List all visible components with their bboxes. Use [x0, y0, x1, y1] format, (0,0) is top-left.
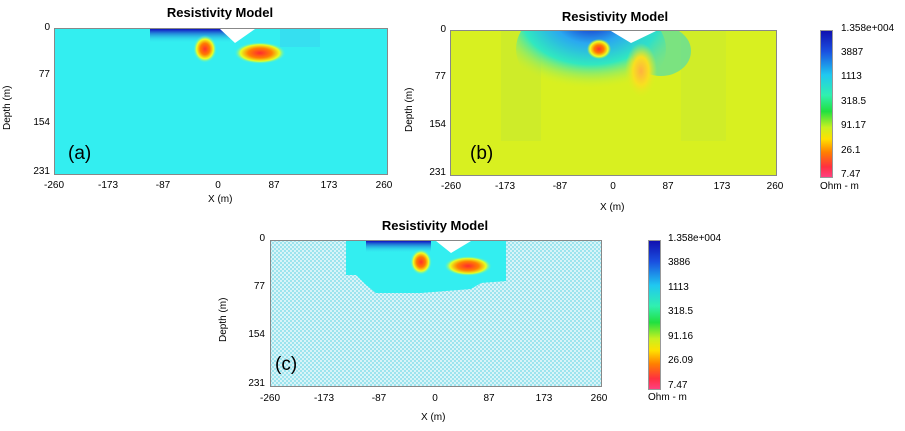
- xtick: 260: [375, 180, 393, 191]
- ytick: 77: [434, 71, 446, 82]
- xtick: 173: [320, 180, 338, 191]
- colorbar-label: 3886: [668, 257, 691, 268]
- ytick: 231: [33, 166, 50, 177]
- xtick: -87: [155, 180, 171, 191]
- xtick: 0: [610, 181, 616, 192]
- xtick: 260: [590, 393, 608, 404]
- ytick: 231: [429, 167, 446, 178]
- colorbar-label: 3887: [841, 47, 864, 58]
- conductive-blob-1: [193, 35, 217, 63]
- xtick: 87: [268, 180, 280, 191]
- colorbar-label: 7.47: [668, 380, 688, 391]
- conductive-blob-2: [234, 42, 286, 64]
- ytick: 154: [429, 119, 446, 130]
- xtick: 260: [766, 181, 784, 192]
- resistive-strip: [150, 29, 230, 43]
- xtick: 173: [535, 393, 553, 404]
- topography-notch: [611, 31, 656, 43]
- colorbar-label: 1.358e+004: [668, 233, 722, 244]
- heatmap-a: [150, 29, 320, 64]
- plot-area-a: [54, 28, 388, 175]
- panel-label: (c): [275, 354, 298, 375]
- x-axis-label: X (m): [421, 412, 446, 423]
- colorbar-label: 91.16: [668, 331, 694, 342]
- y-axis-label: Depth (m): [404, 87, 415, 132]
- topography-notch: [220, 29, 255, 43]
- colorbar-label: 318.5: [668, 306, 694, 317]
- x-axis-label: X (m): [208, 194, 233, 205]
- panel-label: (a): [68, 143, 92, 164]
- colorbar-label: 7.47: [841, 169, 861, 180]
- conductive-blob-2: [625, 43, 657, 99]
- plot-area-b: [450, 30, 777, 176]
- x-axis-label: X (m): [600, 202, 625, 213]
- plot-area-c: [270, 240, 602, 387]
- xtick: -173: [97, 180, 118, 191]
- colorbar-label: 26.09: [668, 355, 694, 366]
- xtick: -87: [552, 181, 568, 192]
- colorbar-label: 1.358e+004: [841, 23, 895, 34]
- xtick: 87: [662, 181, 674, 192]
- ytick: 231: [248, 378, 265, 389]
- resistive-strip: [366, 241, 431, 253]
- conductive-blob-2: [444, 256, 492, 276]
- colorbar-label: 26.1: [841, 145, 861, 156]
- resistive-patch: [280, 29, 320, 47]
- xtick: 173: [713, 181, 731, 192]
- chart-title: Resistivity Model: [166, 5, 274, 20]
- panel-label: (b): [470, 143, 494, 164]
- xtick: -173: [313, 393, 334, 404]
- ytick: 154: [248, 329, 265, 340]
- chart-title: Resistivity Model: [561, 9, 669, 24]
- colorbar-c: [648, 240, 661, 390]
- xtick: 0: [432, 393, 438, 404]
- xtick: 0: [215, 180, 221, 191]
- conductive-blob-1: [410, 249, 432, 275]
- ytick: 77: [38, 69, 50, 80]
- xtick: -173: [494, 181, 515, 192]
- ytick: 154: [33, 117, 50, 128]
- heatmap-c: [271, 241, 601, 386]
- colorbar-b: [820, 30, 833, 178]
- colorbar-label: 318.5: [841, 96, 867, 107]
- colorbar-label: 1113: [668, 282, 689, 293]
- colorbar-unit: Ohm - m: [648, 392, 687, 403]
- topography-notch: [436, 241, 471, 253]
- ytick: 77: [253, 281, 265, 292]
- ytick: 0: [44, 22, 50, 33]
- xtick: -260: [43, 180, 64, 191]
- heatmap-b: [501, 31, 726, 141]
- y-axis-label: Depth (m): [2, 85, 13, 130]
- xtick: 87: [483, 393, 495, 404]
- conductive-blob-1: [587, 39, 611, 59]
- chart-title: Resistivity Model: [381, 218, 489, 233]
- xtick: -260: [440, 181, 461, 192]
- ytick: 0: [440, 24, 446, 35]
- ytick: 0: [259, 233, 265, 244]
- colorbar-label: 91.17: [841, 120, 867, 131]
- xtick: -87: [371, 393, 387, 404]
- colorbar-label: 1113: [841, 71, 862, 82]
- y-axis-label: Depth (m): [218, 297, 229, 342]
- colorbar-unit: Ohm - m: [820, 181, 859, 192]
- xtick: -260: [259, 393, 280, 404]
